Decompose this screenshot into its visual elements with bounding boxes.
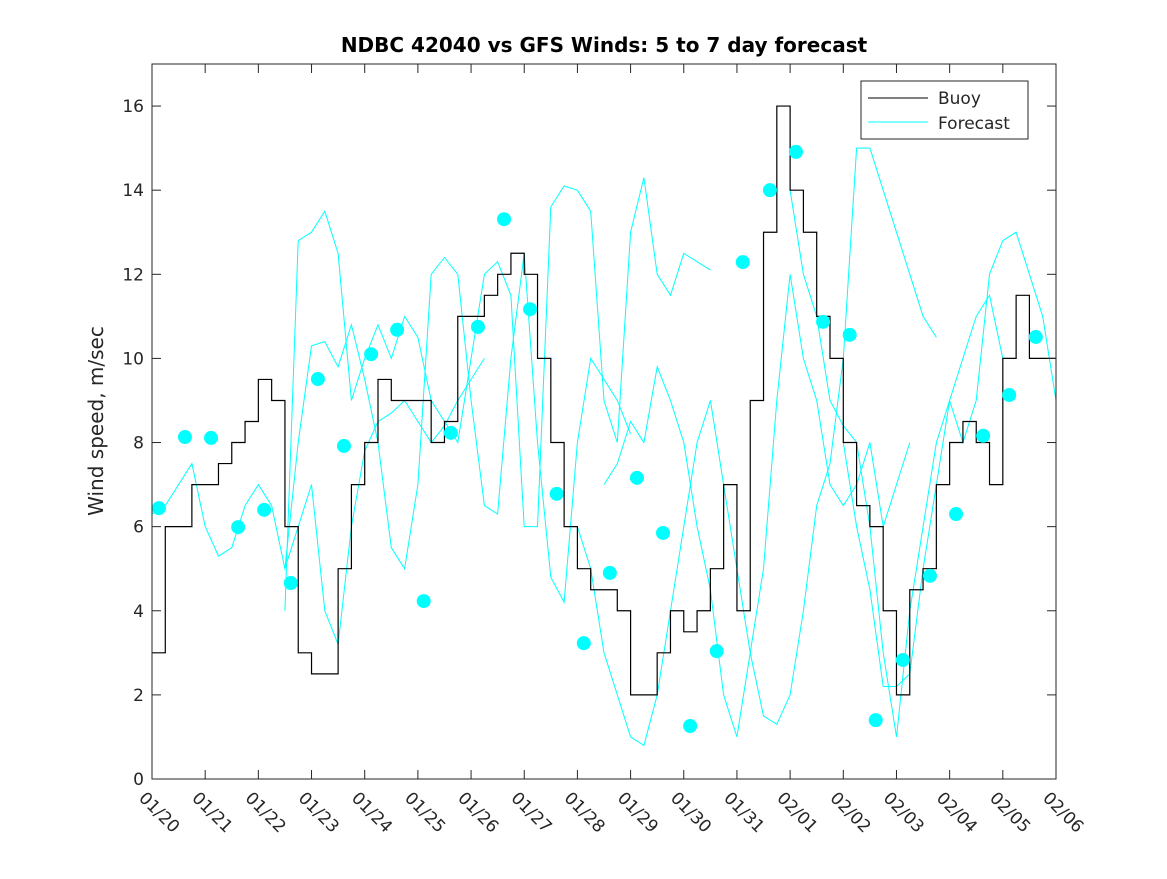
forecast-point xyxy=(177,430,192,445)
forecast-point xyxy=(895,652,910,667)
forecast-point xyxy=(1002,388,1017,403)
y-tick-label: 4 xyxy=(133,602,144,622)
forecast-point xyxy=(788,144,803,159)
x-tick-label: 02/03 xyxy=(879,788,928,837)
x-tick-label: 01/22 xyxy=(241,788,290,837)
x-tick-label: 01/30 xyxy=(666,788,715,837)
plot-frame xyxy=(151,63,1057,780)
x-tick-label: 02/01 xyxy=(773,788,822,837)
forecast-point xyxy=(842,327,857,342)
x-tick-label: 01/20 xyxy=(134,788,183,837)
forecast-point xyxy=(523,302,538,317)
forecast-point xyxy=(470,319,485,334)
forecast-point xyxy=(976,428,991,443)
forecast-point xyxy=(443,425,458,440)
y-axis-label: Wind speed, m/sec xyxy=(84,326,108,516)
legend-box xyxy=(860,80,1029,140)
x-tick-label: 02/06 xyxy=(1038,788,1087,837)
forecast-point xyxy=(257,502,272,517)
y-tick-label: 12 xyxy=(122,265,144,285)
forecast-point xyxy=(629,470,644,485)
forecast-point xyxy=(602,565,617,580)
forecast-point xyxy=(364,347,379,362)
x-tick-label: 01/26 xyxy=(454,788,503,837)
forecast-point xyxy=(152,501,166,516)
forecast-point xyxy=(576,636,591,651)
forecast-point xyxy=(310,372,325,387)
x-tick-label: 01/24 xyxy=(347,788,396,837)
forecast-point xyxy=(762,183,777,198)
forecast-line-1 xyxy=(284,177,711,611)
y-tick-label: 6 xyxy=(133,518,144,538)
forecast-point xyxy=(1028,329,1043,344)
y-tick-label: 8 xyxy=(133,434,144,454)
forecast-point xyxy=(336,438,351,453)
forecast-line-2 xyxy=(284,253,632,605)
forecast-point xyxy=(868,713,883,728)
forecast-line-3 xyxy=(576,147,937,747)
legend-buoy-label: Buoy xyxy=(938,89,981,109)
forecast-line-4 xyxy=(603,274,911,738)
forecast-point xyxy=(709,644,724,659)
x-tick-label: 01/25 xyxy=(400,788,449,837)
x-tick-label: 01/29 xyxy=(613,788,662,837)
buoy-line xyxy=(152,105,1056,696)
forecast-point xyxy=(416,594,431,609)
legend-forecast-label: Forecast xyxy=(938,114,1010,134)
forecast-point xyxy=(816,314,831,329)
forecast-point xyxy=(949,507,964,522)
x-tick-label: 01/28 xyxy=(560,788,609,837)
legend: Buoy Forecast xyxy=(860,80,1029,140)
y-tick-label: 14 xyxy=(122,181,144,201)
forecast-point xyxy=(656,525,671,540)
x-tick-label: 01/27 xyxy=(507,788,556,837)
x-tick-label: 02/02 xyxy=(826,788,875,837)
chart-title: NDBC 42040 vs GFS Winds: 5 to 7 day fore… xyxy=(341,33,868,57)
forecast-point xyxy=(231,520,246,535)
forecast-point xyxy=(683,719,698,734)
y-tick-label: 10 xyxy=(122,349,144,369)
forecast-point xyxy=(922,568,937,583)
x-tick-label: 01/31 xyxy=(719,788,768,837)
x-tick-label: 02/04 xyxy=(932,788,981,837)
x-tick-label: 01/23 xyxy=(294,788,343,837)
forecast-point xyxy=(735,255,750,270)
y-tick-label: 0 xyxy=(133,770,144,790)
forecast-point xyxy=(283,576,298,591)
forecast-line-5 xyxy=(789,190,1004,737)
x-tick-label: 01/21 xyxy=(188,788,237,837)
forecast-point xyxy=(390,322,405,337)
y-tick-label: 16 xyxy=(122,97,144,117)
forecast-line-6 xyxy=(842,231,1056,687)
forecast-point xyxy=(497,212,512,227)
x-tick-label: 02/05 xyxy=(985,788,1034,837)
forecast-point xyxy=(549,486,564,501)
forecast-point xyxy=(204,430,219,445)
forecast-line-0 xyxy=(152,358,485,645)
y-tick-label: 2 xyxy=(133,686,144,706)
